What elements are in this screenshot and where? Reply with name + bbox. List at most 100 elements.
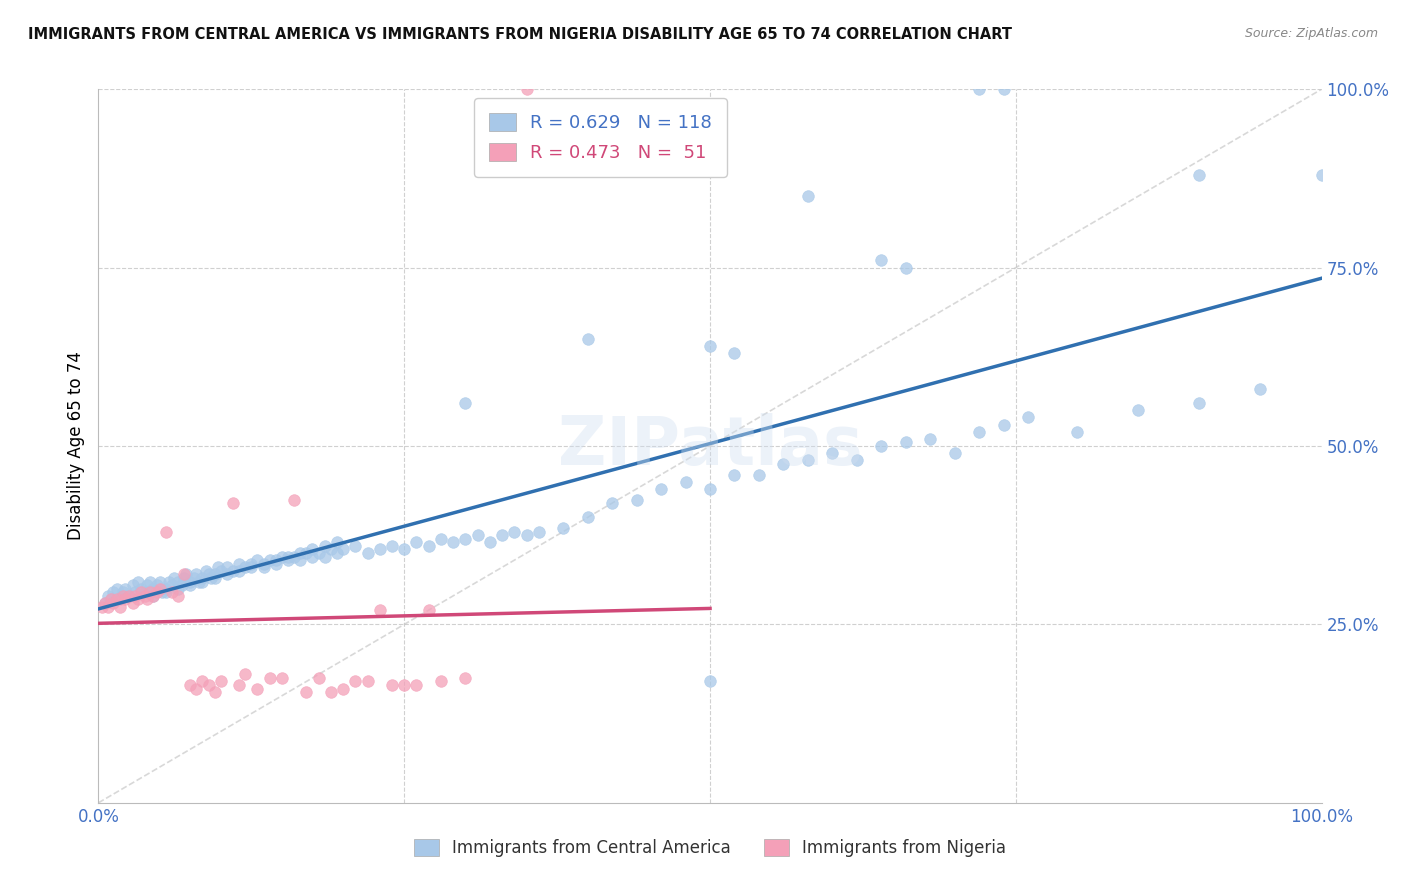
Point xyxy=(110,599,132,614)
Point xyxy=(1017,410,1039,425)
Point xyxy=(179,574,201,589)
Point xyxy=(845,453,868,467)
Point xyxy=(111,589,134,603)
Point xyxy=(93,596,115,610)
Point xyxy=(650,482,672,496)
Point xyxy=(675,475,697,489)
Point xyxy=(121,578,143,592)
Point xyxy=(920,432,942,446)
Point xyxy=(381,678,404,692)
Point xyxy=(381,539,404,553)
Point xyxy=(101,596,124,610)
Point xyxy=(139,585,162,599)
Point xyxy=(146,578,169,592)
Point xyxy=(187,574,209,589)
Point xyxy=(215,560,238,574)
Point xyxy=(454,396,477,410)
Point xyxy=(600,496,623,510)
Point xyxy=(344,674,367,689)
Point xyxy=(252,560,274,574)
Point xyxy=(105,592,128,607)
Point xyxy=(134,589,156,603)
Point xyxy=(283,549,305,564)
Point xyxy=(967,425,990,439)
Point xyxy=(160,585,183,599)
Point xyxy=(1188,396,1211,410)
Point xyxy=(527,524,550,539)
Point xyxy=(441,535,464,549)
Point xyxy=(204,571,226,585)
Point xyxy=(368,542,391,557)
Point xyxy=(319,685,342,699)
Point xyxy=(259,553,281,567)
Point xyxy=(626,492,648,507)
Point xyxy=(167,582,190,596)
Point xyxy=(173,571,195,585)
Point xyxy=(1310,168,1333,182)
Point xyxy=(222,496,245,510)
Point xyxy=(277,549,299,564)
Point xyxy=(454,671,477,685)
Point xyxy=(228,557,250,571)
Point xyxy=(870,439,893,453)
Point xyxy=(277,553,299,567)
Point xyxy=(772,457,794,471)
Point xyxy=(118,589,141,603)
Point xyxy=(246,553,269,567)
Point xyxy=(478,535,501,549)
Point xyxy=(967,82,990,96)
Point xyxy=(301,549,323,564)
Point xyxy=(283,492,305,507)
Point xyxy=(186,567,208,582)
Point xyxy=(118,589,141,603)
Text: IMMIGRANTS FROM CENTRAL AMERICA VS IMMIGRANTS FROM NIGERIA DISABILITY AGE 65 TO : IMMIGRANTS FROM CENTRAL AMERICA VS IMMIG… xyxy=(28,27,1012,42)
Point xyxy=(405,535,427,549)
Point xyxy=(101,585,124,599)
Point xyxy=(167,589,190,603)
Point xyxy=(191,574,214,589)
Point xyxy=(136,578,159,592)
Point xyxy=(157,574,180,589)
Point xyxy=(179,678,201,692)
Point xyxy=(943,446,966,460)
Point xyxy=(197,567,219,582)
Point xyxy=(155,582,177,596)
Point xyxy=(723,467,745,482)
Point xyxy=(553,521,575,535)
Point xyxy=(142,589,165,603)
Text: Source: ZipAtlas.com: Source: ZipAtlas.com xyxy=(1244,27,1378,40)
Point xyxy=(699,674,721,689)
Point xyxy=(97,589,120,603)
Point xyxy=(228,564,250,578)
Point xyxy=(699,339,721,353)
Point xyxy=(149,582,172,596)
Point xyxy=(515,528,537,542)
Point xyxy=(699,482,721,496)
Point xyxy=(1249,382,1271,396)
Point xyxy=(418,603,440,617)
Point xyxy=(150,585,173,599)
Point xyxy=(100,592,122,607)
Point xyxy=(110,592,132,607)
Point xyxy=(209,564,232,578)
Point xyxy=(114,592,136,607)
Point xyxy=(191,674,214,689)
Point xyxy=(129,585,152,599)
Point xyxy=(392,542,416,557)
Point xyxy=(252,557,274,571)
Point xyxy=(1128,403,1150,417)
Point xyxy=(124,589,146,603)
Point xyxy=(233,560,256,574)
Point xyxy=(308,546,330,560)
Point xyxy=(139,574,162,589)
Point xyxy=(821,446,844,460)
Point xyxy=(1066,425,1088,439)
Point xyxy=(173,567,195,582)
Point xyxy=(186,681,208,696)
Point xyxy=(222,564,245,578)
Point xyxy=(233,667,256,681)
Point xyxy=(797,453,820,467)
Point xyxy=(993,417,1015,432)
Point xyxy=(870,253,893,268)
Y-axis label: Disability Age 65 to 74: Disability Age 65 to 74 xyxy=(66,351,84,541)
